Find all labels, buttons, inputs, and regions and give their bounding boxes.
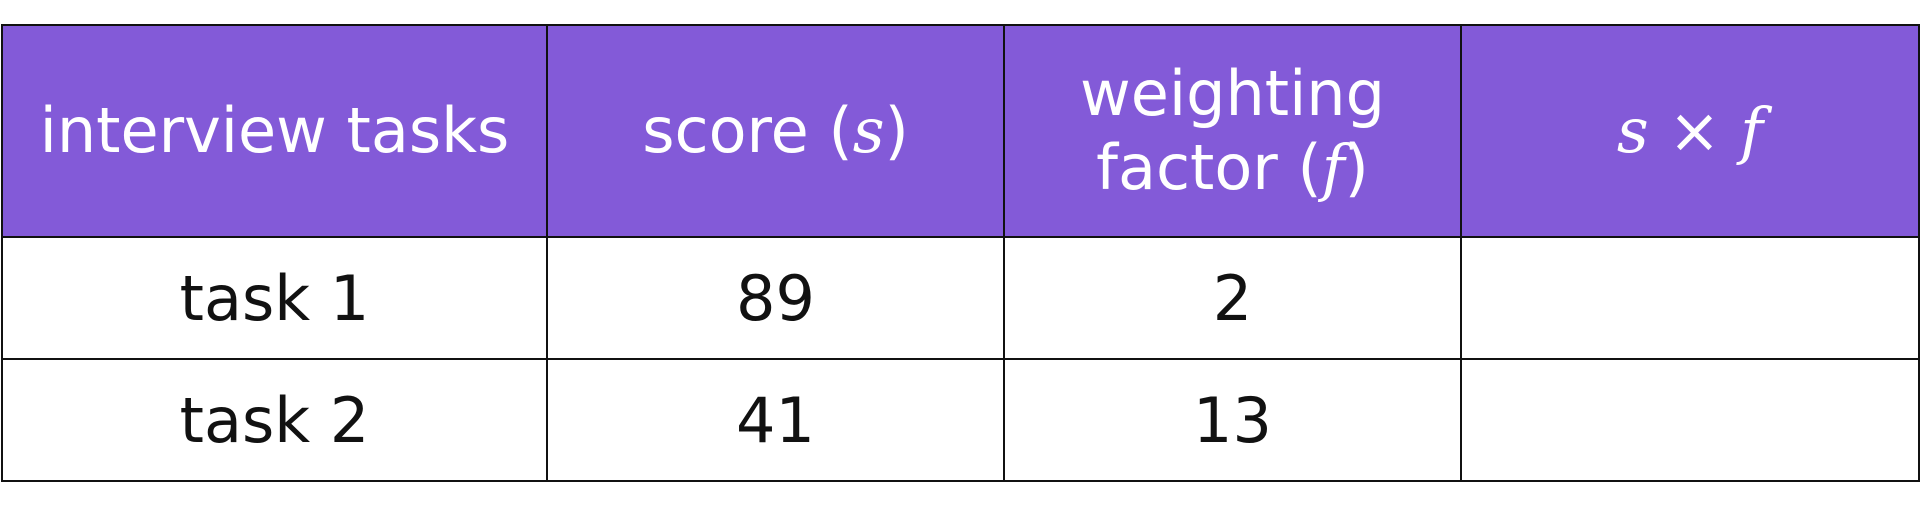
table-row: task 1 89 2 — [1, 236, 1920, 360]
header-row: interview tasks score (s) weighting factor… — [1, 24, 1920, 238]
table-cell: 13 — [1003, 358, 1462, 482]
header-text: ) — [884, 94, 909, 167]
math-variable: s — [852, 94, 885, 167]
header-cell: weighting factor (f) — [1003, 24, 1462, 238]
table-cell: 2 — [1003, 236, 1462, 360]
math-variable: f — [1740, 94, 1764, 167]
math-variable: f — [1321, 131, 1345, 204]
table-cell: 89 — [546, 236, 1005, 360]
header-cell: score (s) — [546, 24, 1005, 238]
table-cell — [1460, 236, 1920, 360]
table-cell: task 1 — [1, 236, 548, 360]
table-cell: task 2 — [1, 358, 548, 482]
table-row: task 2 41 13 — [1, 358, 1920, 482]
table-cell — [1460, 358, 1920, 482]
header-cell: s × f — [1460, 24, 1920, 238]
header-text: weighting factor ( — [1080, 57, 1385, 204]
table-cell: 41 — [546, 358, 1005, 482]
header-text: ) — [1344, 131, 1369, 204]
header-text: × — [1648, 94, 1741, 167]
math-variable: s — [1616, 94, 1649, 167]
header-cell: interview tasks — [1, 24, 548, 238]
header-text: interview tasks — [39, 94, 510, 167]
data-table: interview tasks score (s) weighting factor… — [1, 24, 1920, 482]
header-text: score ( — [642, 94, 853, 167]
table-body: task 1 89 2 task 2 41 13 — [1, 236, 1920, 482]
